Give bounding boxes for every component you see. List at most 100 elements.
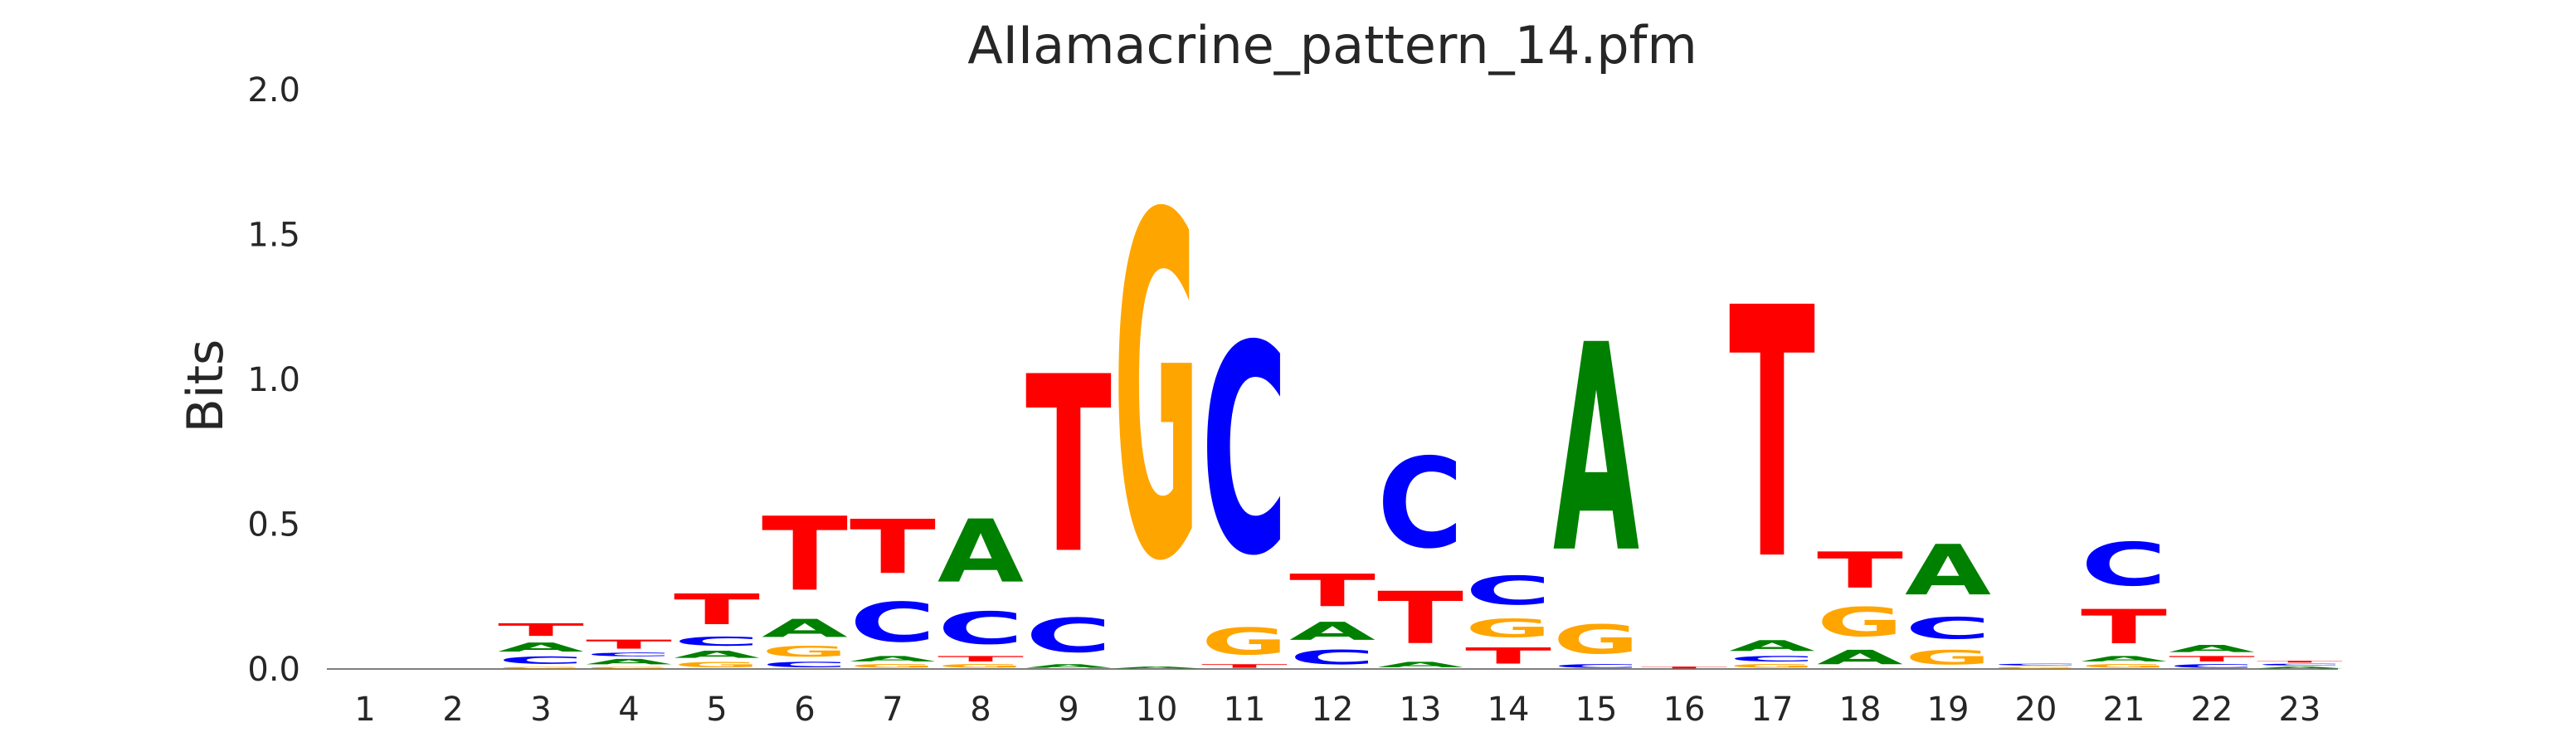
x-tick-label: 20 (2015, 691, 2057, 729)
logo-letter-C: C (1025, 608, 1112, 663)
logo-letter-A: A (2081, 655, 2167, 663)
y-tick-label: 1.5 (247, 217, 300, 255)
logo-letter-T: T (2257, 661, 2343, 663)
logo-letter-G: G (586, 666, 672, 669)
logo-letter-T: T (1025, 325, 1112, 608)
logo-letter-C: C (850, 592, 936, 655)
logo-letter-T: T (762, 496, 848, 613)
logo-letter-T: T (2169, 655, 2255, 663)
y-tick-label: 2.0 (247, 71, 300, 110)
x-tick-label: 13 (1400, 691, 1442, 729)
x-tick-label: 5 (706, 691, 727, 729)
logo-letter-T: T (1641, 666, 1727, 669)
x-tick-label: 7 (882, 691, 903, 729)
logo-letter-C: C (2081, 530, 2167, 599)
logo-letter-T: T (2081, 600, 2167, 655)
logo-letter-T: T (1817, 542, 1903, 599)
logo-letter-A: A (1025, 663, 1113, 669)
logo-letter-T: T (1377, 577, 1463, 661)
logo-letter-A: A (1817, 646, 1903, 669)
x-tick-label: 19 (1927, 691, 1970, 729)
logo-letter-A: A (498, 640, 584, 654)
x-tick-label: 23 (2279, 691, 2321, 729)
x-tick-label: 1 (354, 691, 375, 729)
logo-letter-C: C (1465, 568, 1551, 614)
logo-letter-G: G (1993, 666, 2079, 669)
x-tick-label: 4 (618, 691, 639, 729)
x-tick-label: 6 (794, 691, 815, 729)
logo-letter-A: A (2169, 643, 2255, 655)
x-tick-label: 21 (2103, 691, 2145, 729)
logo-letter-C: C (1993, 663, 2079, 666)
x-tick-label: 14 (1488, 691, 1530, 729)
x-tick-label: 11 (1224, 691, 1266, 729)
logo-letter-A: A (1113, 666, 1200, 669)
y-axis-ticks: 0.0 0.5 1.0 1.5 2.0 (247, 71, 300, 689)
x-tick-label: 22 (2191, 691, 2233, 729)
logo-stacks: GCATGACTGACTCGATGACTGTCAACTAGTGCCATATCTG… (498, 117, 2344, 669)
y-tick-label: 0.0 (247, 651, 300, 689)
logo-letter-C: C (1729, 655, 1815, 663)
y-axis-label: Bits (177, 339, 235, 433)
logo-letter-G: G (937, 663, 1024, 669)
logo-letter-C: C (2257, 663, 2343, 666)
x-axis-ticks: 1 2 3 4 5 6 7 8 9 10 11 12 13 14 15 16 17 18 19 20 21 22 23 (354, 691, 2320, 729)
logo-letter-C: C (762, 661, 848, 669)
logo-letter-A: A (674, 649, 760, 661)
logo-letter-A: A (1905, 530, 1991, 611)
logo-letter-C: C (498, 655, 584, 666)
logo-letter-G: G (1201, 620, 1288, 663)
logo-letter-C: C (2169, 663, 2255, 669)
x-tick-label: 8 (970, 691, 991, 729)
logo-letter-A: A (1729, 637, 1815, 655)
logo-letter-G: G (1817, 599, 1903, 646)
x-tick-label: 12 (1312, 691, 1354, 729)
logo-letter-T: T (1465, 643, 1551, 669)
x-tick-label: 16 (1663, 691, 1706, 729)
logo-letter-C: C (674, 634, 760, 648)
logo-letter-G: G (498, 666, 584, 669)
logo-letter-C: C (1289, 646, 1376, 669)
logo-letter-G: G (850, 663, 936, 669)
logo-letter-A: A (937, 501, 1024, 602)
logo-letter-G: G (762, 643, 848, 661)
logo-letter-T: T (1201, 663, 1288, 669)
logo-letter-C: C (1905, 612, 1991, 647)
logo-letter-T: T (850, 505, 936, 591)
logo-letter-T: T (1289, 564, 1376, 616)
logo-letter-G: G (1905, 646, 1991, 669)
logo-letter-G: G (674, 661, 760, 669)
x-tick-label: 17 (1751, 691, 1794, 729)
logo-letter-T: T (586, 637, 672, 652)
logo-letter-G: G (1465, 614, 1551, 643)
y-tick-label: 0.5 (247, 506, 300, 544)
logo-letter-A: A (1553, 285, 1640, 616)
logo-letter-T: T (937, 655, 1024, 663)
logo-letter-A: A (762, 614, 848, 643)
logo-letter-G: G (2081, 663, 2167, 669)
logo-letter-T: T (674, 585, 760, 634)
logo-letter-A: A (850, 655, 936, 663)
logo-letter-C: C (586, 652, 672, 657)
logo-letter-C: C (937, 603, 1024, 655)
x-tick-label: 18 (1839, 691, 1882, 729)
logo-letter-G: G (1729, 663, 1815, 669)
y-tick-label: 1.0 (247, 361, 300, 399)
logo-letter-C: C (1377, 432, 1463, 576)
logo-letter-A: A (586, 657, 672, 666)
x-tick-label: 15 (1575, 691, 1618, 729)
logo-letter-T: T (1729, 235, 1816, 636)
logo-letter-A: A (1377, 661, 1463, 669)
x-tick-label: 9 (1058, 691, 1079, 729)
logo-letter-A: A (2257, 666, 2344, 669)
logo-letter-A: A (1289, 617, 1376, 646)
logo-letter-C: C (1201, 286, 1288, 619)
logo-letter-G: G (1553, 617, 1639, 663)
x-tick-label: 3 (530, 691, 551, 729)
logo-letter-C: C (1553, 663, 1639, 669)
x-tick-label: 10 (1136, 691, 1178, 729)
chart-title: AIIamacrine_pattern_14.pfm (967, 15, 1697, 76)
logo-letter-G: G (1113, 117, 1200, 665)
logo-letter-T: T (498, 620, 584, 640)
